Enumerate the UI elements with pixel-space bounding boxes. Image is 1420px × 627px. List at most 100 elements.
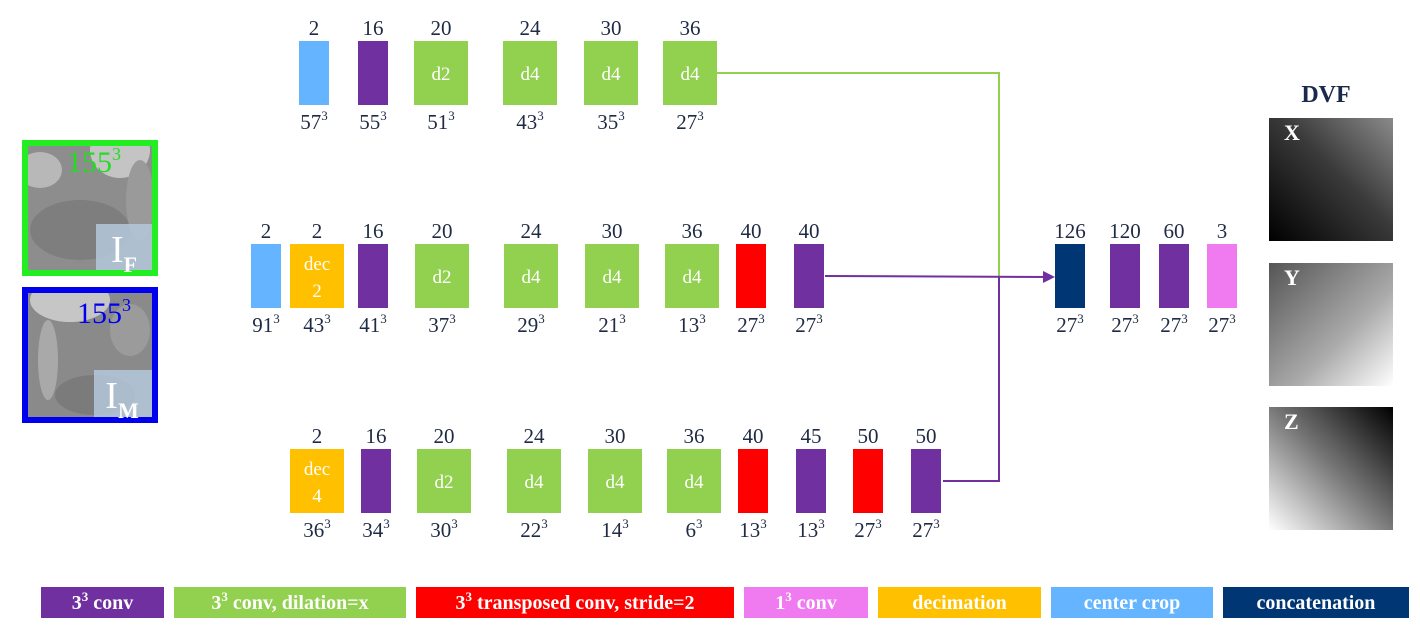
middle-block-center-crop: 2 913	[251, 219, 281, 337]
legend-label: 33 conv, dilation=x	[211, 589, 368, 614]
layer-block	[1207, 244, 1237, 308]
block-inner-label: d4	[683, 267, 703, 288]
spatial-size: 273	[1208, 311, 1236, 337]
middle-block-dilated-conv: 36 133 d4	[665, 219, 719, 337]
layer-block	[911, 449, 941, 513]
head-block-conv: 60 273	[1159, 219, 1189, 337]
channel-count: 20	[432, 219, 453, 243]
spatial-size: 143	[601, 516, 629, 542]
legend-item-decimation: decimation	[878, 587, 1041, 618]
middle-block-dilated-conv: 30 213 d4	[585, 219, 639, 337]
top-block-dilated-conv: 20 513 d2	[414, 16, 468, 134]
fixed-image-size: 1553	[67, 144, 121, 179]
dvf-panel-y: Y	[1269, 263, 1393, 386]
bottom-block-dilated-conv: 30 143 d4	[588, 424, 642, 542]
dvf-panel-label: Z	[1284, 409, 1299, 434]
connection-lines	[716, 72, 1055, 482]
middle-pathway: 29132433dec21641320373d224293d430213d436…	[251, 219, 824, 337]
legend-label: decimation	[912, 592, 1006, 614]
spatial-size: 133	[678, 311, 706, 337]
channel-count: 20	[431, 16, 452, 40]
channel-count: 2	[309, 16, 320, 40]
bottom-block-transposed-conv: 50 273	[853, 424, 883, 542]
dvf-image	[1269, 263, 1393, 386]
head-block-conv1: 3 273	[1207, 219, 1237, 337]
pathways: 25731655320513d224433d430353d436273d4291…	[251, 16, 941, 542]
legend-label: 33 transposed conv, stride=2	[455, 589, 694, 614]
layer-block	[738, 449, 768, 513]
channel-count: 120	[1109, 219, 1141, 243]
spatial-size: 133	[739, 516, 767, 542]
legend-label: center crop	[1084, 592, 1180, 614]
legend-label: 13 conv	[775, 589, 837, 614]
dvf-panel-label: Y	[1284, 265, 1300, 290]
layer-block	[588, 449, 642, 513]
channel-count: 24	[520, 16, 542, 40]
head-block-conv: 120 273	[1109, 219, 1141, 337]
legend-item-concatenation: concatenation	[1223, 587, 1409, 618]
spatial-size: 373	[428, 311, 456, 337]
spatial-size: 223	[520, 516, 548, 542]
channel-count: 40	[799, 219, 820, 243]
fixed-image-label: IF	[111, 229, 137, 277]
legend-swatch	[744, 587, 868, 618]
spatial-size: 303	[430, 516, 458, 542]
top-pathway-link	[716, 72, 1000, 277]
block-inner-label: d4	[681, 64, 701, 85]
top-block-center-crop: 2 573	[299, 16, 329, 134]
spatial-size: 363	[303, 516, 331, 542]
channel-count: 60	[1164, 219, 1185, 243]
spatial-size: 433	[303, 311, 331, 337]
layer-block	[1159, 244, 1189, 308]
block-inner-label: d2	[433, 267, 452, 288]
block-inner-label: d2	[435, 472, 454, 493]
legend-item-center-crop: center crop	[1051, 587, 1213, 618]
layer-block	[584, 41, 638, 105]
block-inner-label: d4	[522, 267, 542, 288]
bottom-block-dilated-conv: 36 63 d4	[667, 424, 721, 542]
spatial-size: 293	[517, 311, 545, 337]
layer-block	[251, 244, 281, 308]
legend-item-conv: 33 conv	[41, 587, 164, 618]
layer-block	[299, 41, 329, 105]
middle-block-dilated-conv: 24 293 d4	[504, 219, 558, 337]
layer-block	[667, 449, 721, 513]
bottom-block-transposed-conv: 40 133	[738, 424, 768, 542]
spatial-size: 273	[854, 516, 882, 542]
legend-item-dilated-conv: 33 conv, dilation=x	[174, 587, 406, 618]
spatial-size: 273	[1160, 311, 1188, 337]
channel-count: 20	[434, 424, 455, 448]
channel-count: 24	[524, 424, 546, 448]
bottom-pathway-link	[943, 277, 1000, 482]
channel-count: 126	[1054, 219, 1086, 243]
spatial-size: 343	[362, 516, 390, 542]
layer-block	[585, 244, 639, 308]
layer-block	[796, 449, 826, 513]
legend-label: 33 conv	[72, 589, 134, 614]
layer-block	[504, 244, 558, 308]
block-inner-label: d4	[521, 64, 541, 85]
spatial-size: 63	[686, 516, 703, 542]
legend-swatch	[878, 587, 1041, 618]
layer-block	[1110, 244, 1140, 308]
layer-block	[361, 449, 391, 513]
channel-count: 50	[858, 424, 879, 448]
moving-image: 1553 IM	[22, 287, 158, 423]
layer-block	[794, 244, 824, 308]
block-inner-label: d4	[603, 267, 623, 288]
layer-block	[736, 244, 766, 308]
spatial-size: 513	[427, 108, 455, 134]
moving-label-box	[94, 370, 152, 417]
middle-block-conv: 16 413	[358, 219, 388, 337]
top-pathway: 2 573 16 553 20 513 d2 24 433 d4 30 353 d4 36 273 d4	[299, 16, 717, 134]
dvf-panel-z: Z	[1269, 407, 1393, 530]
moving-image-size: 1553	[77, 295, 131, 330]
layer-block	[665, 244, 719, 308]
layer-block	[503, 41, 557, 105]
legend-item-conv1: 13 conv	[744, 587, 868, 618]
middle-block-conv: 40 273	[794, 219, 824, 337]
legend-swatch	[174, 587, 406, 618]
fixed-label-box	[96, 224, 152, 270]
block-inner-label: dec	[304, 254, 330, 275]
